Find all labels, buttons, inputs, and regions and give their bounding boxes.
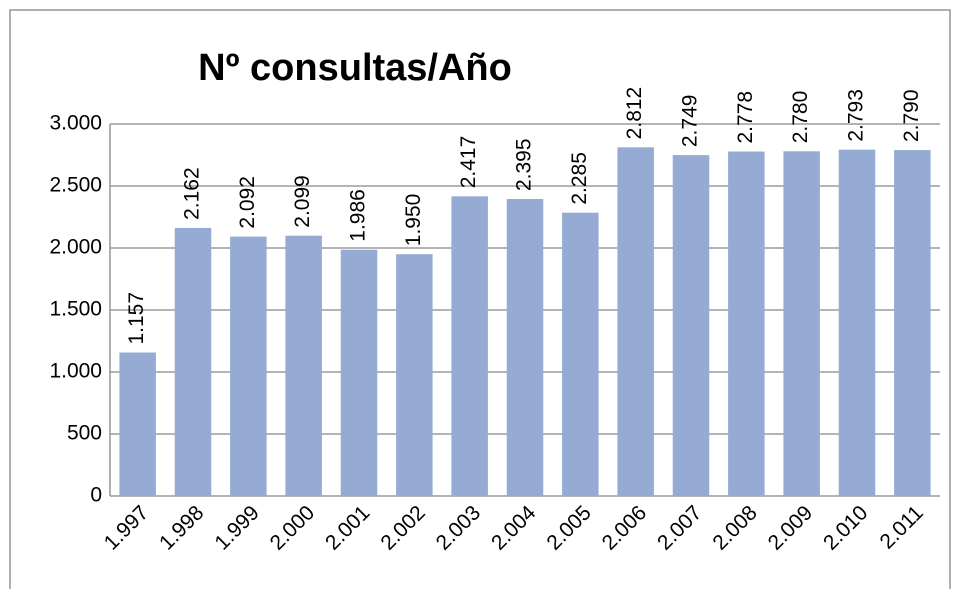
y-tick-label: 1.000 (49, 360, 102, 383)
y-tick-label: 2.000 (49, 236, 102, 259)
bar (451, 196, 488, 497)
data-label: 1.157 (125, 292, 148, 345)
bar (672, 155, 710, 496)
bar (838, 149, 876, 496)
data-label: 1.986 (347, 189, 370, 242)
y-tick-label: 2.500 (49, 174, 102, 197)
bar (174, 227, 212, 497)
y-tick-label: 3.000 (49, 112, 102, 135)
data-label: 2.749 (679, 95, 702, 148)
bar (728, 151, 765, 496)
data-label: 1.950 (402, 194, 425, 247)
chart-title: Nº consultas/Año (198, 47, 512, 89)
bar (617, 147, 654, 496)
y-tick-label: 0 (90, 484, 102, 507)
data-label: 2.099 (291, 175, 314, 228)
bar (783, 151, 820, 496)
data-label: 2.790 (900, 89, 923, 142)
data-label: 2.417 (457, 136, 480, 189)
bar (230, 236, 267, 497)
data-label: 2.162 (181, 167, 204, 220)
bar (285, 235, 322, 496)
y-tick-label: 500 (67, 422, 102, 445)
bar (562, 212, 599, 496)
data-label: 2.780 (789, 91, 812, 144)
y-tick-label: 1.500 (49, 298, 102, 321)
data-label: 2.793 (845, 89, 868, 142)
bar (894, 150, 931, 497)
bar (340, 249, 378, 496)
data-label: 2.778 (734, 91, 757, 144)
data-label: 2.092 (236, 176, 259, 229)
data-label: 2.812 (623, 87, 646, 140)
data-label: 2.285 (568, 152, 591, 205)
bar (119, 352, 156, 496)
data-label: 2.395 (513, 138, 536, 191)
bar (396, 254, 433, 496)
bar (506, 199, 544, 496)
